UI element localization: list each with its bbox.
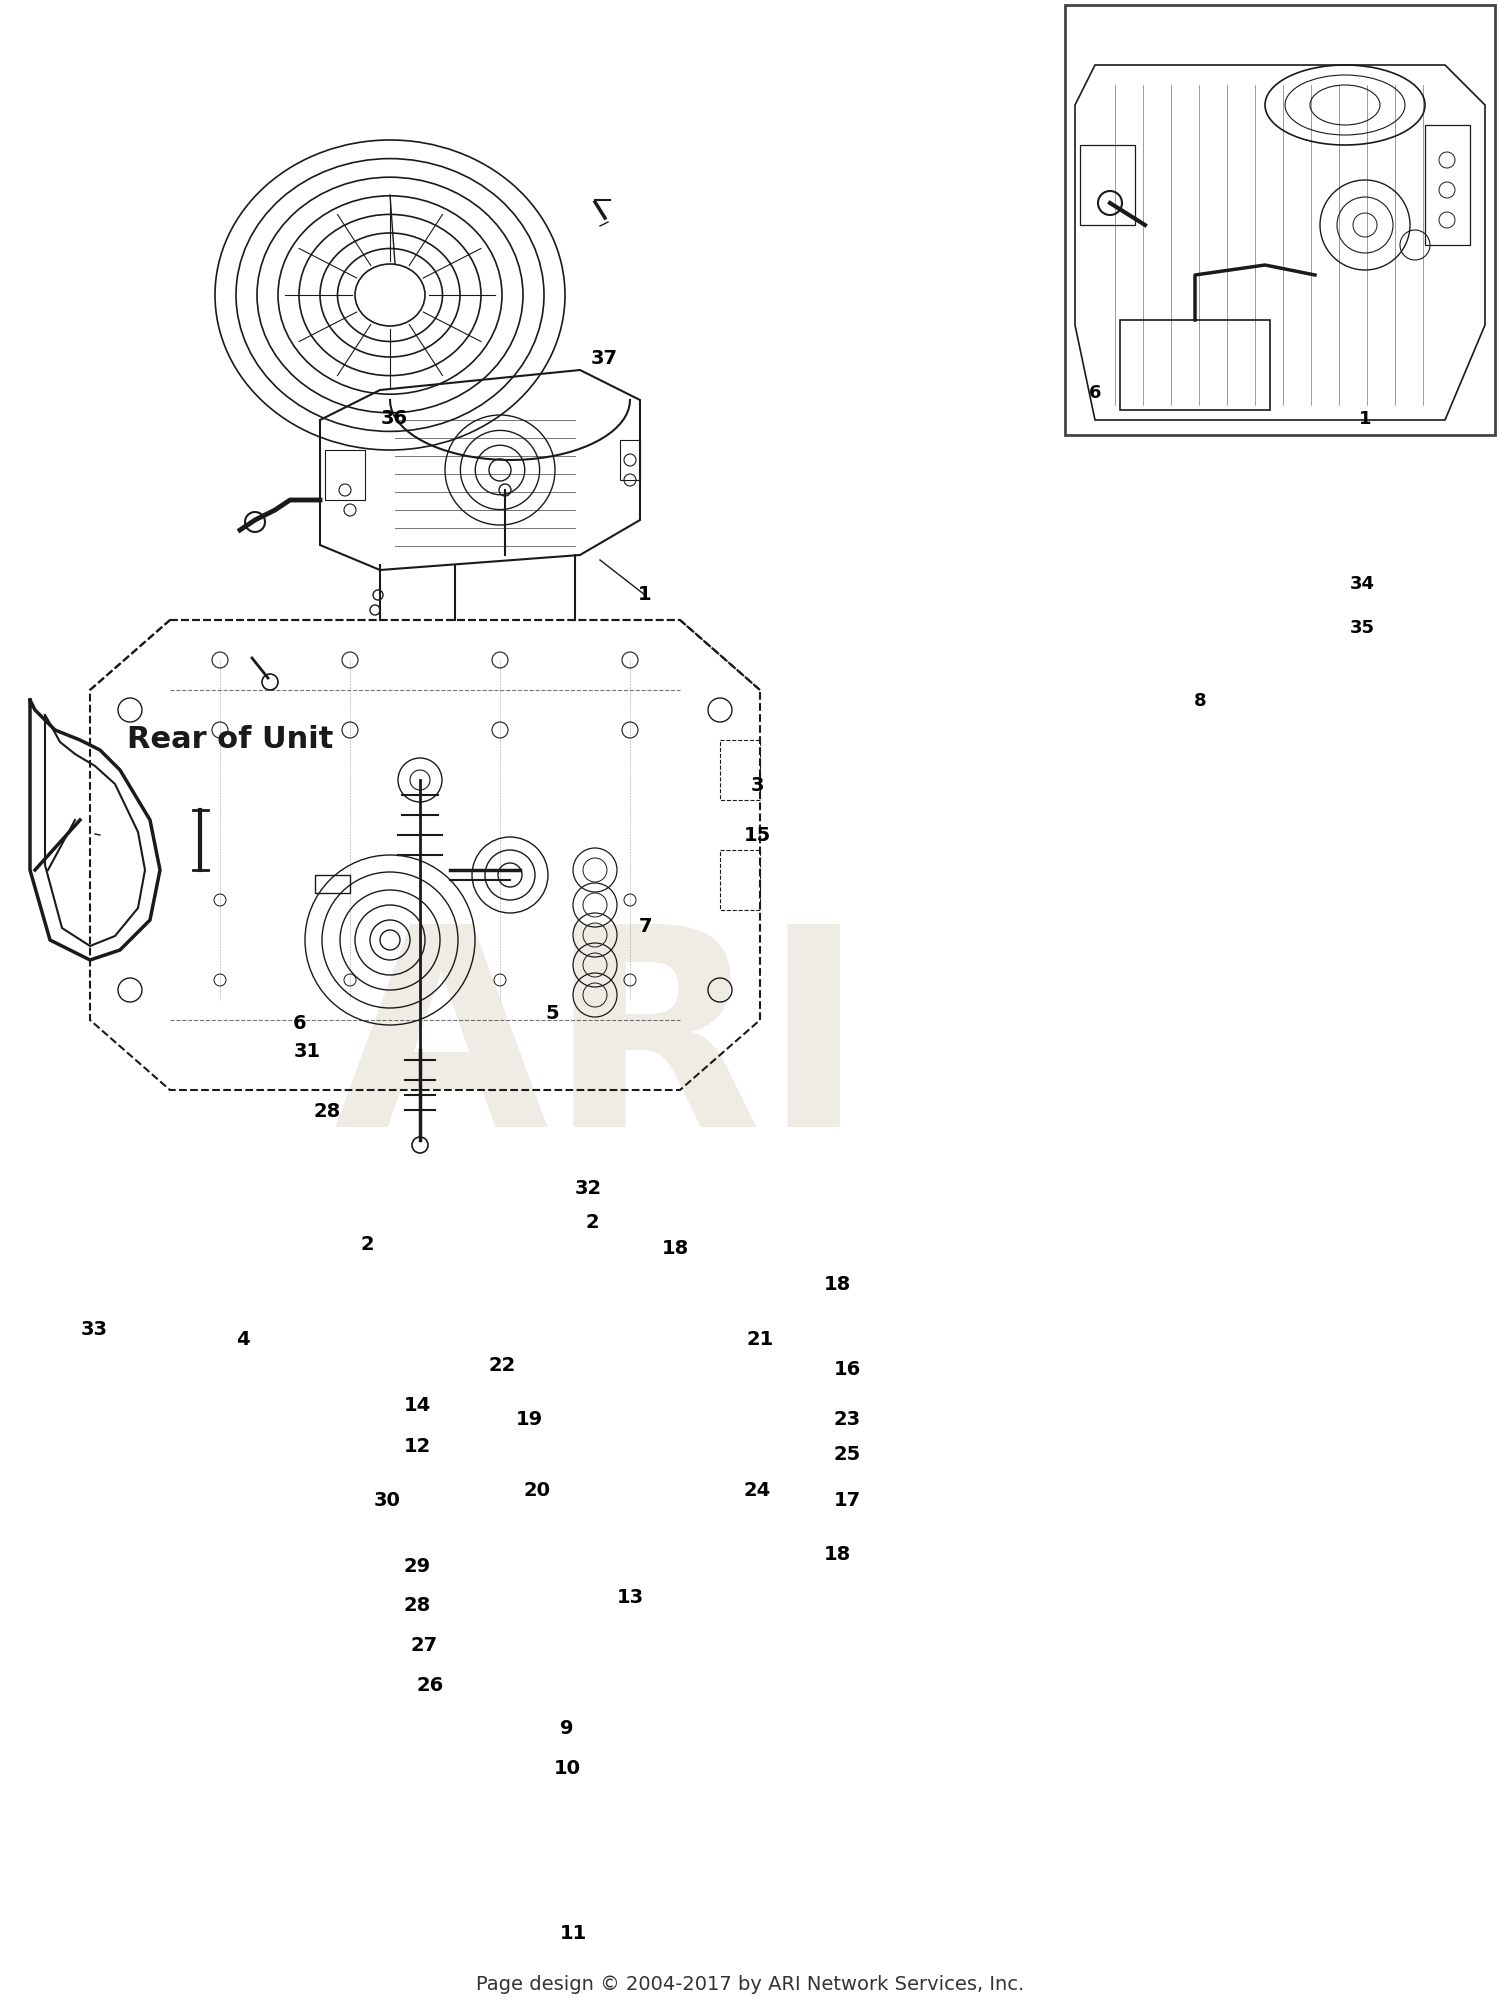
Text: 30: 30 (374, 1490, 400, 1510)
Text: 7: 7 (639, 916, 651, 937)
Text: 3: 3 (750, 775, 764, 796)
Text: 21: 21 (747, 1329, 774, 1349)
Bar (1065, 4, 1496, 435)
Text: 23: 23 (834, 1410, 861, 1430)
Text: 17: 17 (834, 1490, 861, 1510)
Text: 6: 6 (292, 1013, 308, 1033)
Text: 4: 4 (236, 1329, 250, 1349)
Text: 34: 34 (1350, 576, 1374, 592)
Text: 18: 18 (824, 1545, 850, 1565)
Text: Rear of Unit: Rear of Unit (128, 725, 333, 755)
Text: 37: 37 (591, 348, 618, 369)
Bar (720, 850, 760, 910)
Text: 15: 15 (744, 826, 771, 846)
Text: 22: 22 (489, 1355, 516, 1376)
Text: 33: 33 (81, 1319, 108, 1339)
Text: 20: 20 (524, 1480, 550, 1500)
Text: 8: 8 (1194, 693, 1206, 709)
Bar (720, 739, 760, 800)
Bar (315, 874, 350, 892)
Text: 10: 10 (554, 1758, 580, 1778)
Text: 25: 25 (834, 1444, 861, 1464)
Text: 6: 6 (1089, 385, 1101, 401)
Text: 9: 9 (561, 1718, 573, 1738)
Text: 12: 12 (404, 1436, 430, 1456)
Text: 2: 2 (585, 1212, 600, 1233)
Text: Page design © 2004-2017 by ARI Network Services, Inc.: Page design © 2004-2017 by ARI Network S… (476, 1974, 1024, 1994)
Text: 14: 14 (404, 1396, 430, 1416)
Text: 35: 35 (1350, 620, 1374, 636)
Text: ARI: ARI (334, 914, 866, 1184)
Text: 29: 29 (404, 1557, 430, 1577)
Text: 19: 19 (516, 1410, 543, 1430)
Bar (1425, 125, 1470, 246)
Text: 31: 31 (294, 1041, 321, 1061)
Text: 2: 2 (360, 1235, 375, 1255)
Text: 13: 13 (616, 1587, 644, 1607)
Text: 26: 26 (417, 1676, 444, 1696)
Bar (1080, 145, 1136, 226)
Text: 1: 1 (1359, 411, 1371, 427)
Text: 28: 28 (314, 1102, 340, 1122)
Bar (620, 439, 640, 479)
Text: 11: 11 (560, 1923, 586, 1944)
Text: 1: 1 (638, 584, 652, 604)
Text: 5: 5 (544, 1003, 560, 1023)
Text: 18: 18 (824, 1275, 850, 1295)
Text: 32: 32 (574, 1178, 602, 1198)
Text: 24: 24 (744, 1480, 771, 1500)
Text: 28: 28 (404, 1595, 430, 1615)
Text: 16: 16 (834, 1359, 861, 1380)
Text: 27: 27 (411, 1635, 438, 1656)
Text: 18: 18 (662, 1239, 688, 1259)
Bar (1120, 320, 1270, 411)
Bar (326, 449, 364, 499)
Text: 36: 36 (381, 409, 408, 429)
